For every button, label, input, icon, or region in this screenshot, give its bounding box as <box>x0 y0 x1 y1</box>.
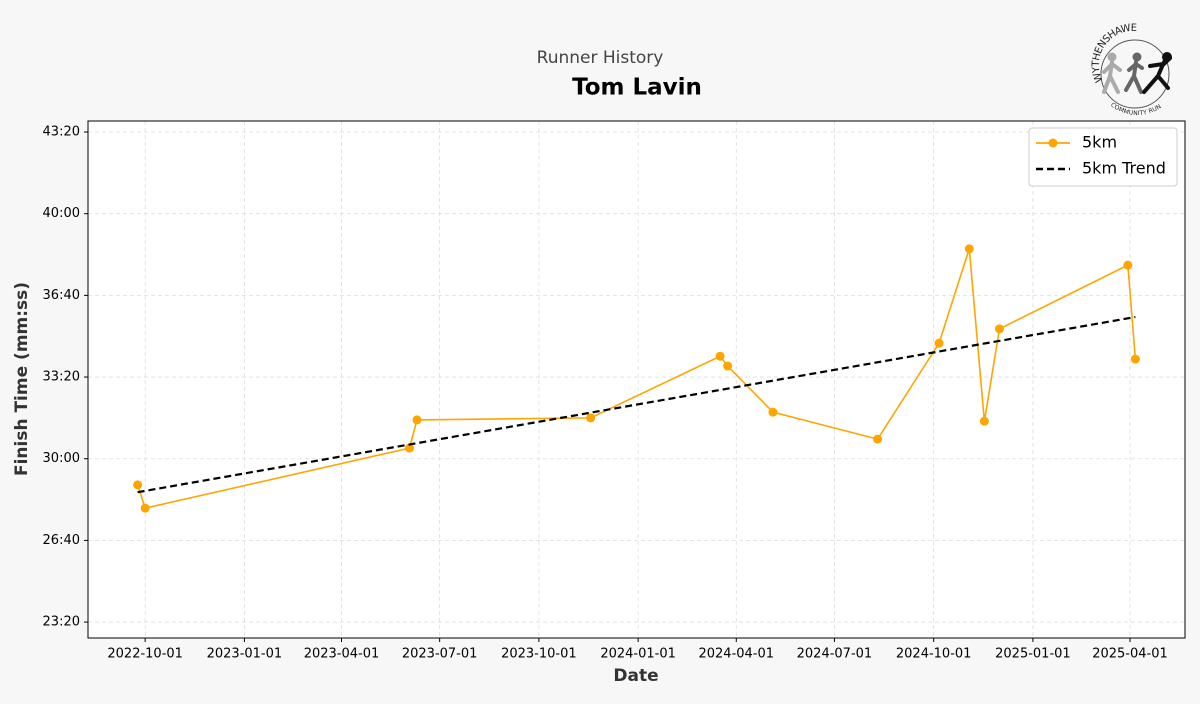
plot-area <box>88 121 1185 638</box>
y-tick-label: 33:20 <box>43 370 80 385</box>
x-tick-label: 2025-04-01 <box>1092 647 1168 662</box>
point <box>1123 260 1133 270</box>
grid <box>88 121 1185 638</box>
point <box>412 415 422 425</box>
point <box>1130 354 1140 364</box>
point <box>140 503 150 513</box>
marks <box>133 244 1140 513</box>
legend-label: 5km <box>1082 133 1117 152</box>
y-tick-label: 40:00 <box>43 206 80 221</box>
y-tick-label: 23:20 <box>43 615 80 630</box>
point <box>873 434 883 444</box>
chart-title: Tom Lavin <box>572 75 702 101</box>
y-tick-label: 26:40 <box>43 533 80 548</box>
x-tick-label: 2022-10-01 <box>107 647 183 662</box>
point <box>404 443 414 453</box>
x-tick-label: 2023-10-01 <box>501 647 577 662</box>
legend-marker <box>1048 138 1058 148</box>
logo-runners <box>1102 52 1172 94</box>
x-tick-label: 2024-01-01 <box>600 647 676 662</box>
point <box>723 361 733 371</box>
point <box>715 351 725 361</box>
y-tick-label: 36:40 <box>43 288 80 303</box>
point <box>934 338 944 348</box>
plot-frame <box>87 120 1186 639</box>
series-line <box>137 315 1136 494</box>
x-tick-label: 2023-04-01 <box>304 647 380 662</box>
point <box>979 416 989 426</box>
y-tick-label: 43:20 <box>43 125 80 140</box>
chart-subtitle: Runner History <box>537 48 664 68</box>
logo-ring <box>1100 39 1170 109</box>
x-axis-label: Date <box>613 666 658 686</box>
logo: WYTHENSHAWE COMMUNITY RUN <box>1091 23 1172 117</box>
y-axis-label: Finish Time (mm:ss) <box>12 282 32 476</box>
legend-label: 5km Trend <box>1082 159 1166 178</box>
x-tick-label: 2024-04-01 <box>698 647 774 662</box>
y-tick-label: 30:00 <box>43 451 80 466</box>
x-tick-label: 2025-01-01 <box>995 647 1071 662</box>
point <box>994 324 1004 334</box>
point <box>586 413 596 423</box>
x-tick-label: 2023-01-01 <box>207 647 283 662</box>
x-tick-label: 2024-10-01 <box>896 647 972 662</box>
point <box>133 480 143 490</box>
x-tick-label: 2024-07-01 <box>797 647 873 662</box>
point <box>768 407 778 417</box>
legend: 5km 5km Trend <box>1028 127 1178 187</box>
point <box>964 244 974 254</box>
x-tick-label: 2023-07-01 <box>402 647 478 662</box>
